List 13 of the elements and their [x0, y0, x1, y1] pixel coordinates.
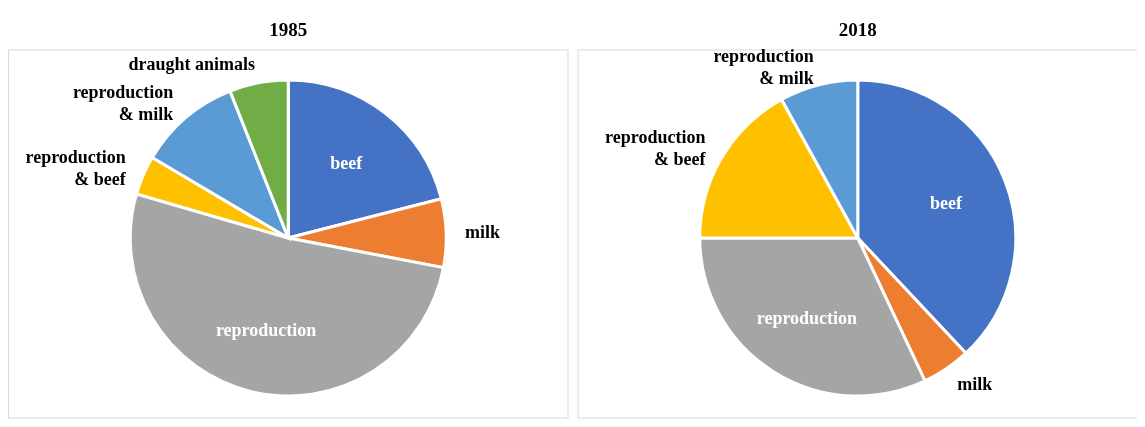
chart-title: 2018: [838, 19, 877, 40]
slice-label: milk: [957, 374, 993, 395]
slice-label: reproduction & milk: [72, 82, 174, 125]
slice-label: beef: [330, 153, 364, 174]
slice-label: reproduction & beef: [605, 126, 707, 169]
slice-label: milk: [465, 222, 501, 243]
slice-label: reproduction: [215, 320, 317, 341]
slice-label: reproduction & beef: [25, 146, 127, 189]
slice-label: beef: [929, 193, 963, 214]
chart-title: 1985: [269, 19, 308, 40]
slice-label: reproduction: [756, 308, 858, 329]
slice-label: draught animals: [128, 54, 256, 75]
slice-label: reproduction & milk: [713, 45, 814, 88]
